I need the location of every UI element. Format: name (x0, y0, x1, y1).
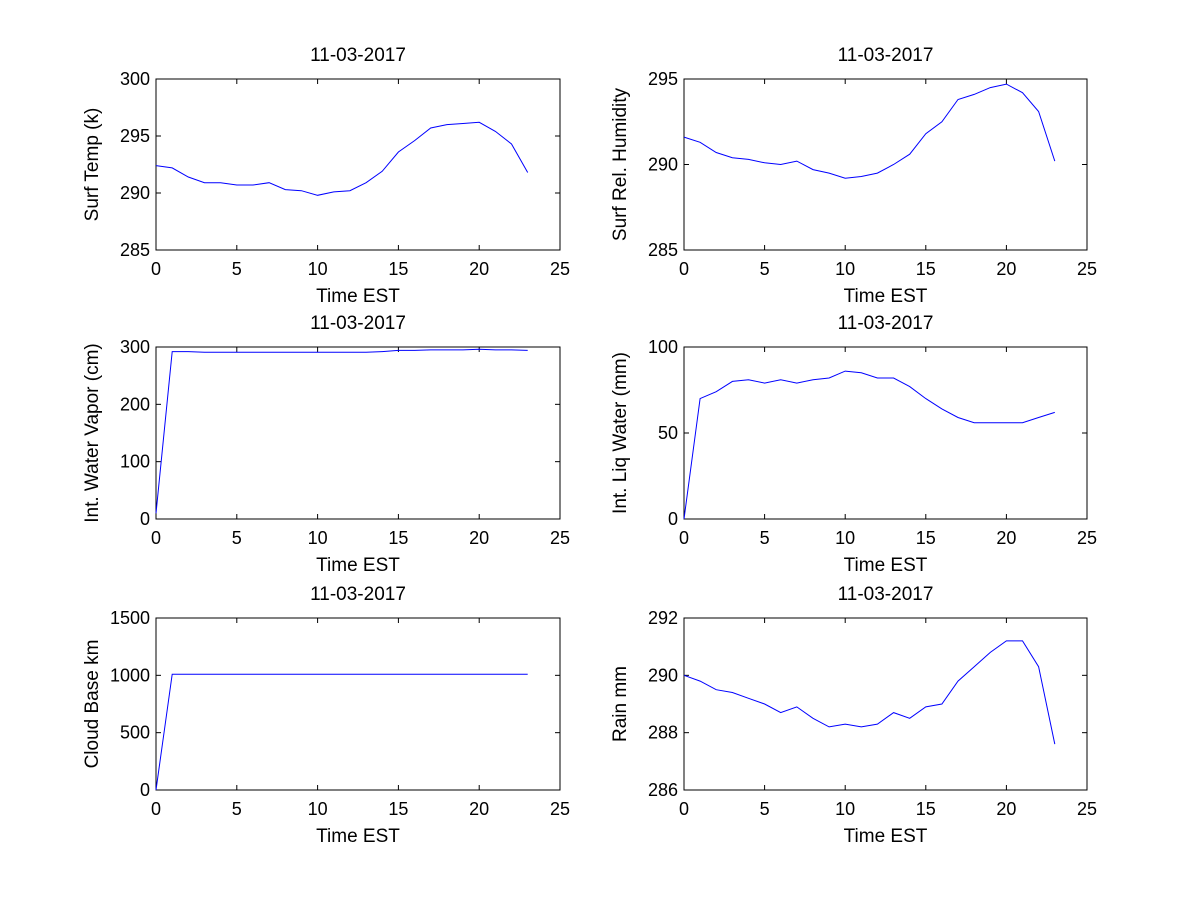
x-axis-label: Time EST (844, 555, 928, 576)
axes-frame (155, 617, 561, 791)
y-tick-label: 50 (658, 423, 678, 443)
y-tick-label: 1000 (110, 665, 150, 685)
y-tick-label: 0 (140, 780, 150, 800)
x-tick-label: 0 (679, 528, 689, 548)
y-tick-label: 200 (120, 394, 150, 414)
subplot-4: 0 5 10 15 20 25 0 50 100 11-03-2017 Time EST Int. L… (610, 313, 1097, 576)
y-tick-label: 285 (648, 240, 678, 260)
y-tick-label: 295 (648, 69, 678, 89)
y-tick-label: 288 (648, 723, 678, 743)
subplot-title: 11-03-2017 (838, 45, 934, 66)
x-tick-label: 25 (550, 799, 570, 819)
y-tick-label: 500 (120, 723, 150, 743)
x-tick-label: 5 (232, 259, 242, 279)
subplot-title: 11-03-2017 (310, 584, 406, 605)
subplot-3: 0 5 10 15 20 25 0 100 200 300 11-03-2017 Time EST In… (82, 313, 570, 576)
x-tick-label: 15 (388, 259, 408, 279)
x-tick-label: 10 (835, 259, 855, 279)
x-tick-label: 20 (996, 528, 1016, 548)
series-line-1 (155, 348, 528, 514)
x-tick-label: 0 (151, 799, 161, 819)
axes-frame (155, 78, 561, 251)
y-tick-label: 1500 (110, 608, 150, 628)
series-line-1 (155, 121, 529, 196)
y-axis-label: Cloud Base km (82, 640, 103, 769)
x-tick-label: 5 (760, 259, 770, 279)
x-tick-label: 20 (469, 799, 489, 819)
x-tick-label: 25 (1077, 528, 1097, 548)
x-axis-label: Time EST (316, 826, 400, 847)
y-tick-label: 285 (120, 240, 150, 260)
y-tick-label: 300 (120, 69, 150, 89)
axes-frame (683, 617, 1088, 791)
subplot-title: 11-03-2017 (838, 313, 934, 334)
y-axis-label: Rain mm (610, 666, 631, 742)
x-axis-label: Time EST (316, 555, 400, 576)
y-tick-label: 100 (120, 452, 150, 472)
y-tick-label: 286 (648, 780, 678, 800)
x-tick-label: 5 (232, 528, 242, 548)
x-tick-label: 10 (835, 799, 855, 819)
x-axis-label: Time EST (844, 286, 928, 307)
subplot-title: 11-03-2017 (310, 45, 406, 66)
y-axis-label: Surf Temp (k) (82, 108, 103, 222)
series-line-1 (683, 370, 1055, 520)
x-tick-label: 25 (1077, 259, 1097, 279)
x-tick-label: 0 (151, 528, 161, 548)
x-axis-label: Time EST (844, 826, 928, 847)
x-tick-label: 25 (550, 528, 570, 548)
y-tick-label: 0 (668, 509, 678, 529)
y-tick-label: 290 (648, 155, 678, 175)
axes-frame (155, 346, 561, 520)
y-tick-label: 0 (140, 509, 150, 529)
x-axis-label: Time EST (316, 286, 400, 307)
y-tick-label: 295 (120, 126, 150, 146)
y-axis-label: Surf Rel. Humidity (610, 87, 631, 241)
x-tick-label: 0 (679, 259, 689, 279)
x-tick-label: 25 (1077, 799, 1097, 819)
axes-frame (683, 346, 1088, 520)
x-tick-label: 20 (996, 799, 1016, 819)
x-tick-label: 15 (916, 528, 936, 548)
subplot-title: 11-03-2017 (310, 313, 406, 334)
x-tick-label: 0 (151, 259, 161, 279)
x-tick-label: 10 (835, 528, 855, 548)
series-line-1 (683, 640, 1056, 745)
axes-frame (683, 78, 1088, 251)
subplot-5: 0 5 10 15 20 25 0 500 1000 1500 11-03-2017 Time EST… (82, 584, 570, 847)
series-line-1 (683, 83, 1056, 179)
y-tick-label: 300 (120, 337, 150, 357)
x-tick-label: 5 (760, 528, 770, 548)
x-tick-label: 10 (308, 799, 328, 819)
y-tick-label: 290 (648, 665, 678, 685)
x-tick-label: 15 (916, 799, 936, 819)
y-tick-label: 290 (120, 183, 150, 203)
x-tick-label: 20 (469, 528, 489, 548)
x-tick-label: 10 (308, 259, 328, 279)
x-tick-label: 15 (388, 799, 408, 819)
x-tick-label: 0 (679, 799, 689, 819)
x-tick-label: 25 (550, 259, 570, 279)
x-tick-label: 20 (469, 259, 489, 279)
x-tick-label: 10 (308, 528, 328, 548)
x-tick-label: 15 (916, 259, 936, 279)
x-tick-label: 20 (996, 259, 1016, 279)
series-line-1 (155, 673, 528, 791)
y-axis-label: Int. Water Vapor (cm) (82, 343, 103, 522)
y-tick-label: 292 (648, 608, 678, 628)
y-axis-label: Int. Liq Water (mm) (610, 352, 631, 514)
x-tick-label: 15 (388, 528, 408, 548)
subplot-2: 0 5 10 15 20 25 285 290 295 11-03-2017 Time EST Sur… (610, 45, 1097, 307)
subplot-title: 11-03-2017 (838, 584, 934, 605)
subplot-1: 0 5 10 15 20 25 285 290 295 300 11-03-2017 Time EST… (82, 45, 570, 307)
y-tick-label: 100 (648, 337, 678, 357)
subplot-6: 0 5 10 15 20 25 286 288 290 292 11-03-2017 Time EST… (610, 584, 1097, 847)
x-tick-label: 5 (232, 799, 242, 819)
x-tick-label: 5 (760, 799, 770, 819)
